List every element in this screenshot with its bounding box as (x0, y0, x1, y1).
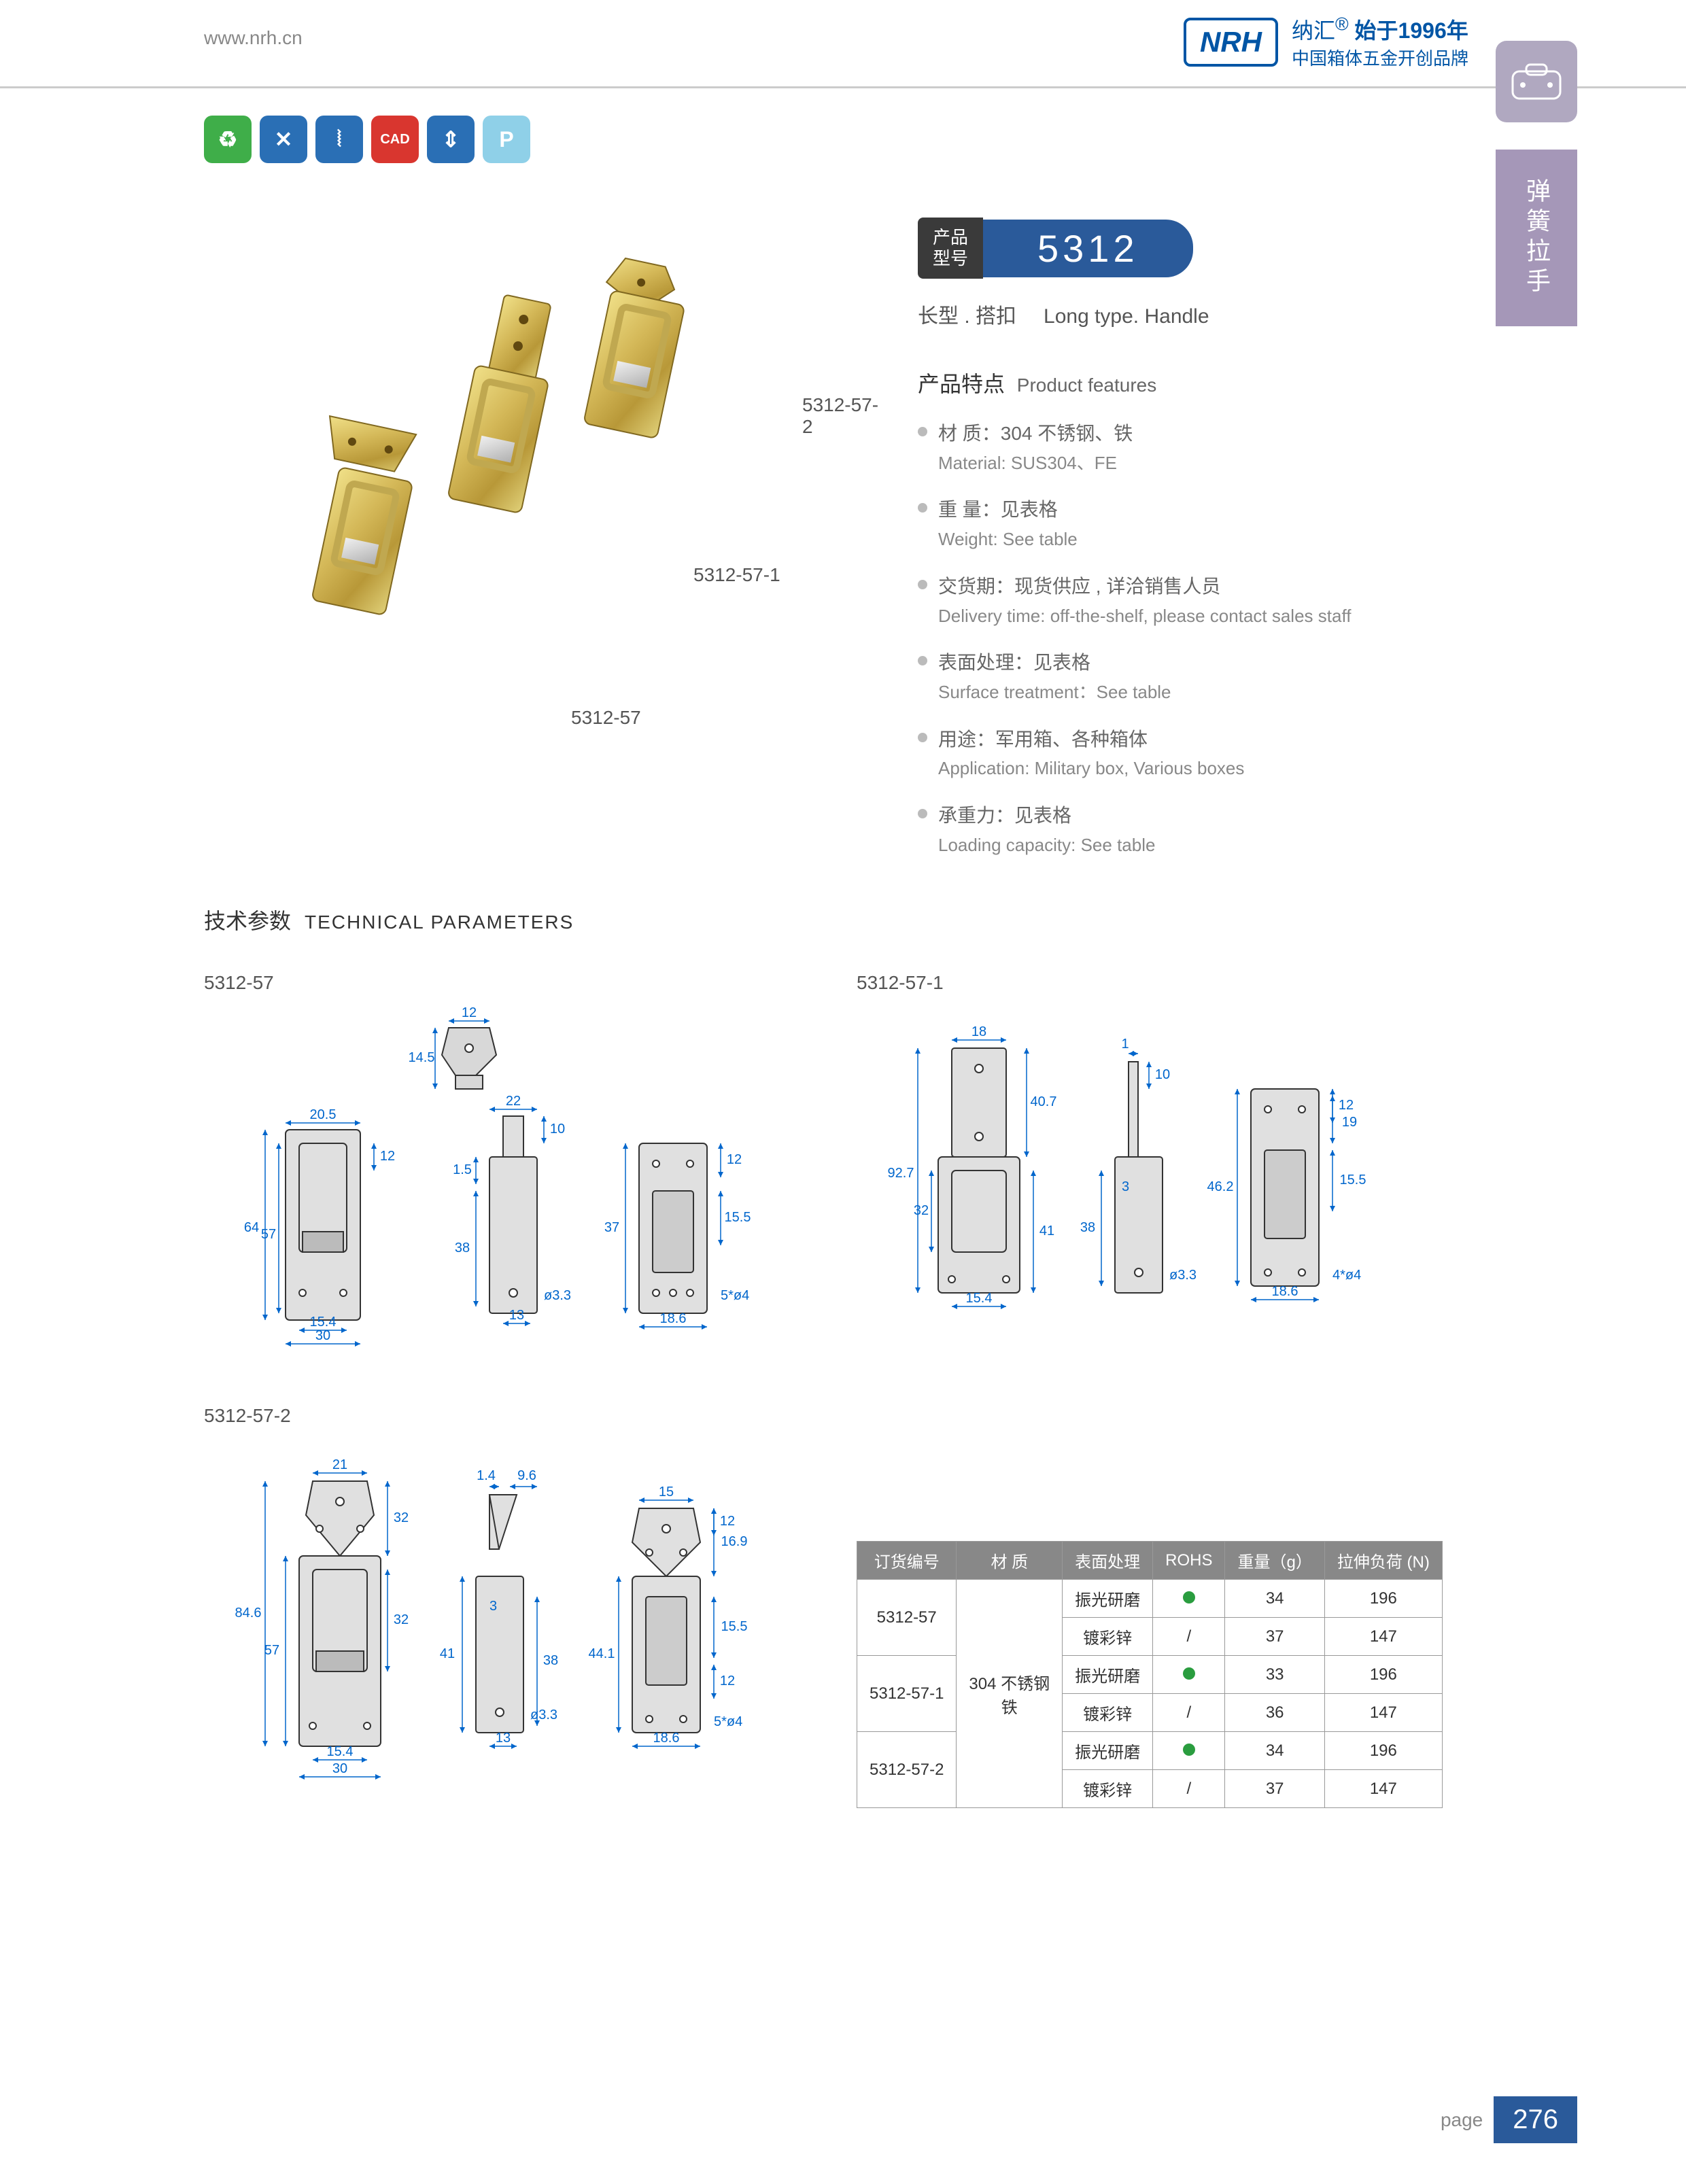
svg-text:32: 32 (914, 1203, 929, 1218)
svg-text:ø3.3: ø3.3 (544, 1288, 571, 1303)
product-photo-area: 5312-57-25312-57-15312-57 (272, 245, 884, 721)
feature-icon: ⇕ (427, 116, 475, 163)
drawing-label-3: 5312-57-2 (204, 1405, 802, 1427)
product-variant-label: 5312-57-2 (802, 394, 884, 438)
svg-text:18: 18 (971, 1024, 986, 1039)
side-tab-icon (1496, 41, 1577, 122)
svg-text:13: 13 (496, 1731, 511, 1746)
svg-text:1.4: 1.4 (477, 1468, 496, 1483)
feature-item: 重 量：见表格Weight: See table (918, 495, 1351, 553)
page-header: www.nrh.cn NRH 纳汇® 始于1996年 中国箱体五金开创品牌 (0, 0, 1686, 88)
drawing-label-2: 5312-57-1 (857, 972, 1414, 994)
svg-text:37: 37 (604, 1220, 619, 1235)
feature-item: 交货期：现货供应 , 详洽销售人员Delivery time: off-the-… (918, 572, 1351, 630)
feature-item: 材 质：304 不锈钢、铁Material: SUS304、FE (918, 419, 1351, 477)
svg-text:ø3.3: ø3.3 (1169, 1268, 1197, 1283)
svg-text:20.5: 20.5 (310, 1107, 337, 1122)
svg-text:22: 22 (506, 1094, 521, 1109)
svg-text:21: 21 (332, 1457, 347, 1472)
brand-logo: NRH (1184, 18, 1278, 67)
feature-icon-row: ♻✕⦚CAD⇕P (204, 116, 530, 163)
tech-params-title: 技术参数TECHNICAL PARAMETERS (204, 904, 574, 935)
page-footer: page 276 (1441, 2096, 1577, 2143)
svg-text:5*ø4: 5*ø4 (714, 1714, 742, 1729)
svg-text:40.7: 40.7 (1031, 1094, 1057, 1109)
svg-text:18.6: 18.6 (660, 1311, 687, 1326)
svg-text:5*ø4: 5*ø4 (721, 1288, 749, 1303)
svg-text:46.2: 46.2 (1207, 1179, 1234, 1194)
svg-text:12: 12 (1339, 1098, 1354, 1113)
product-variant-label: 5312-57 (571, 707, 641, 729)
feature-item: 用途：军用箱、各种箱体Application: Military box, Va… (918, 725, 1351, 783)
svg-text:15.4: 15.4 (327, 1744, 354, 1759)
svg-text:32: 32 (394, 1612, 409, 1627)
technical-drawings: 5312-57 1214.520.564571215.43022101.538ø… (204, 972, 1468, 1879)
feature-icon: ♻ (204, 116, 252, 163)
svg-text:38: 38 (543, 1653, 558, 1668)
svg-text:4*ø4: 4*ø4 (1332, 1268, 1361, 1283)
side-category-label: 弹簧拉手 (1496, 150, 1577, 326)
svg-text:92.7: 92.7 (888, 1166, 914, 1181)
svg-text:18.6: 18.6 (653, 1731, 680, 1746)
svg-text:12: 12 (380, 1149, 395, 1164)
svg-text:41: 41 (1039, 1224, 1054, 1238)
svg-text:30: 30 (315, 1328, 330, 1343)
site-url: www.nrh.cn (204, 27, 303, 49)
svg-text:15.5: 15.5 (725, 1210, 751, 1225)
feature-item: 承重力：见表格Loading capacity: See table (918, 801, 1351, 859)
svg-text:15: 15 (659, 1485, 674, 1500)
svg-text:15.4: 15.4 (310, 1315, 337, 1330)
svg-text:12: 12 (720, 1514, 735, 1529)
product-variant-label: 5312-57-1 (693, 564, 780, 586)
svg-text:12: 12 (462, 1007, 477, 1020)
svg-text:10: 10 (1155, 1067, 1170, 1082)
page-number: 276 (1494, 2096, 1577, 2143)
model-number: 5312 (983, 220, 1193, 277)
feature-icon: ⦚ (315, 116, 363, 163)
svg-text:10: 10 (550, 1122, 565, 1137)
svg-text:18.6: 18.6 (1272, 1284, 1298, 1299)
svg-text:1: 1 (1121, 1037, 1129, 1052)
svg-text:38: 38 (1080, 1220, 1095, 1235)
svg-text:1.5: 1.5 (453, 1162, 472, 1177)
svg-text:19: 19 (1342, 1115, 1357, 1130)
svg-text:13: 13 (509, 1308, 524, 1323)
svg-text:32: 32 (394, 1510, 409, 1525)
svg-text:44.1: 44.1 (589, 1646, 615, 1661)
spec-table: 订货编号材 质表面处理ROHS重量（g）拉伸负荷 (N)5312-57304 不… (857, 1541, 1443, 1808)
svg-text:16.9: 16.9 (721, 1534, 748, 1549)
svg-text:3: 3 (489, 1599, 497, 1614)
feature-icon: ✕ (260, 116, 307, 163)
brand-subtitle: 中国箱体五金开创品牌 (1292, 45, 1468, 70)
svg-text:12: 12 (727, 1152, 742, 1167)
svg-text:30: 30 (332, 1761, 347, 1776)
svg-text:38: 38 (455, 1241, 470, 1255)
svg-text:57: 57 (261, 1227, 276, 1242)
product-type: 长型 . 搭扣Long type. Handle (918, 299, 1209, 329)
svg-text:41: 41 (440, 1646, 455, 1661)
drawing-label-1: 5312-57 (204, 972, 802, 994)
logo-area: NRH 纳汇® 始于1996年 中国箱体五金开创品牌 (1184, 14, 1468, 70)
svg-text:12: 12 (720, 1674, 735, 1688)
model-badge: 产品型号 5312 (918, 218, 1193, 279)
feature-icon: P (483, 116, 530, 163)
feature-item: 表面处理：见表格Surface treatment：See table (918, 648, 1351, 706)
model-area: 产品型号 5312 长型 . 搭扣Long type. Handle (918, 218, 1209, 329)
svg-text:ø3.3: ø3.3 (530, 1708, 557, 1722)
product-features: 产品特点 Product features 材 质：304 不锈钢、铁Mater… (918, 367, 1351, 877)
svg-text:14.5: 14.5 (409, 1050, 435, 1065)
svg-text:15.5: 15.5 (721, 1619, 748, 1634)
feature-icon: CAD (371, 116, 419, 163)
svg-text:9.6: 9.6 (517, 1468, 536, 1483)
svg-text:64: 64 (244, 1220, 259, 1235)
svg-text:57: 57 (264, 1643, 279, 1658)
brand-text: 纳汇® 始于1996年 (1292, 14, 1468, 45)
svg-text:15.4: 15.4 (966, 1291, 993, 1306)
svg-text:84.6: 84.6 (235, 1606, 262, 1620)
svg-text:15.5: 15.5 (1340, 1173, 1366, 1188)
svg-text:3: 3 (1122, 1179, 1129, 1194)
